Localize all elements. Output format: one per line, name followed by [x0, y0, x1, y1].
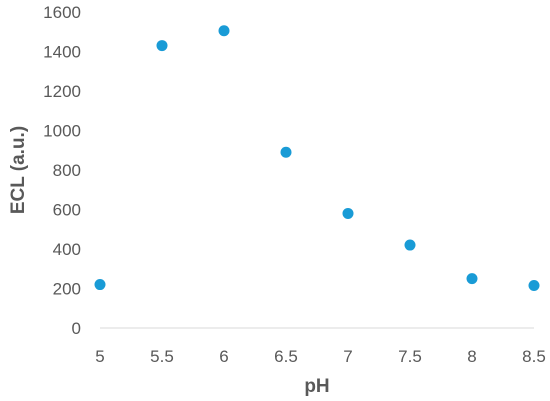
- data-point: [156, 40, 168, 52]
- y-tick-label: 1200: [43, 82, 81, 101]
- y-axis-ticks: 0 200 400 600 800 1000 1200 1400 1600: [43, 3, 81, 338]
- x-tick-label: 6: [219, 347, 228, 366]
- x-axis-title: pH: [304, 376, 329, 397]
- data-point: [218, 25, 230, 37]
- x-tick-label: 7: [343, 347, 352, 366]
- data-points: [94, 25, 540, 292]
- data-point: [94, 279, 106, 291]
- x-tick-label: 8.5: [522, 347, 546, 366]
- y-tick-label: 1400: [43, 43, 81, 62]
- y-tick-label: 200: [53, 280, 81, 299]
- x-tick-label: 6.5: [274, 347, 298, 366]
- data-point: [342, 207, 354, 219]
- x-tick-label: 5.5: [150, 347, 174, 366]
- y-tick-label: 400: [53, 240, 81, 259]
- y-tick-label: 800: [53, 161, 81, 180]
- data-point: [528, 280, 540, 292]
- x-tick-label: 8: [467, 347, 476, 366]
- x-axis-ticks: 5 5.5 6 6.5 7 7.5 8 8.5: [95, 347, 546, 366]
- y-tick-label: 1000: [43, 122, 81, 141]
- x-tick-label: 5: [95, 347, 104, 366]
- data-point: [404, 239, 416, 251]
- y-tick-label: 1600: [43, 3, 81, 22]
- y-tick-label: 600: [53, 201, 81, 220]
- y-axis-title: ECL (a.u.): [8, 126, 29, 214]
- y-tick-label: 0: [72, 319, 81, 338]
- data-point: [466, 273, 478, 285]
- data-point: [280, 146, 292, 158]
- x-tick-label: 7.5: [398, 347, 422, 366]
